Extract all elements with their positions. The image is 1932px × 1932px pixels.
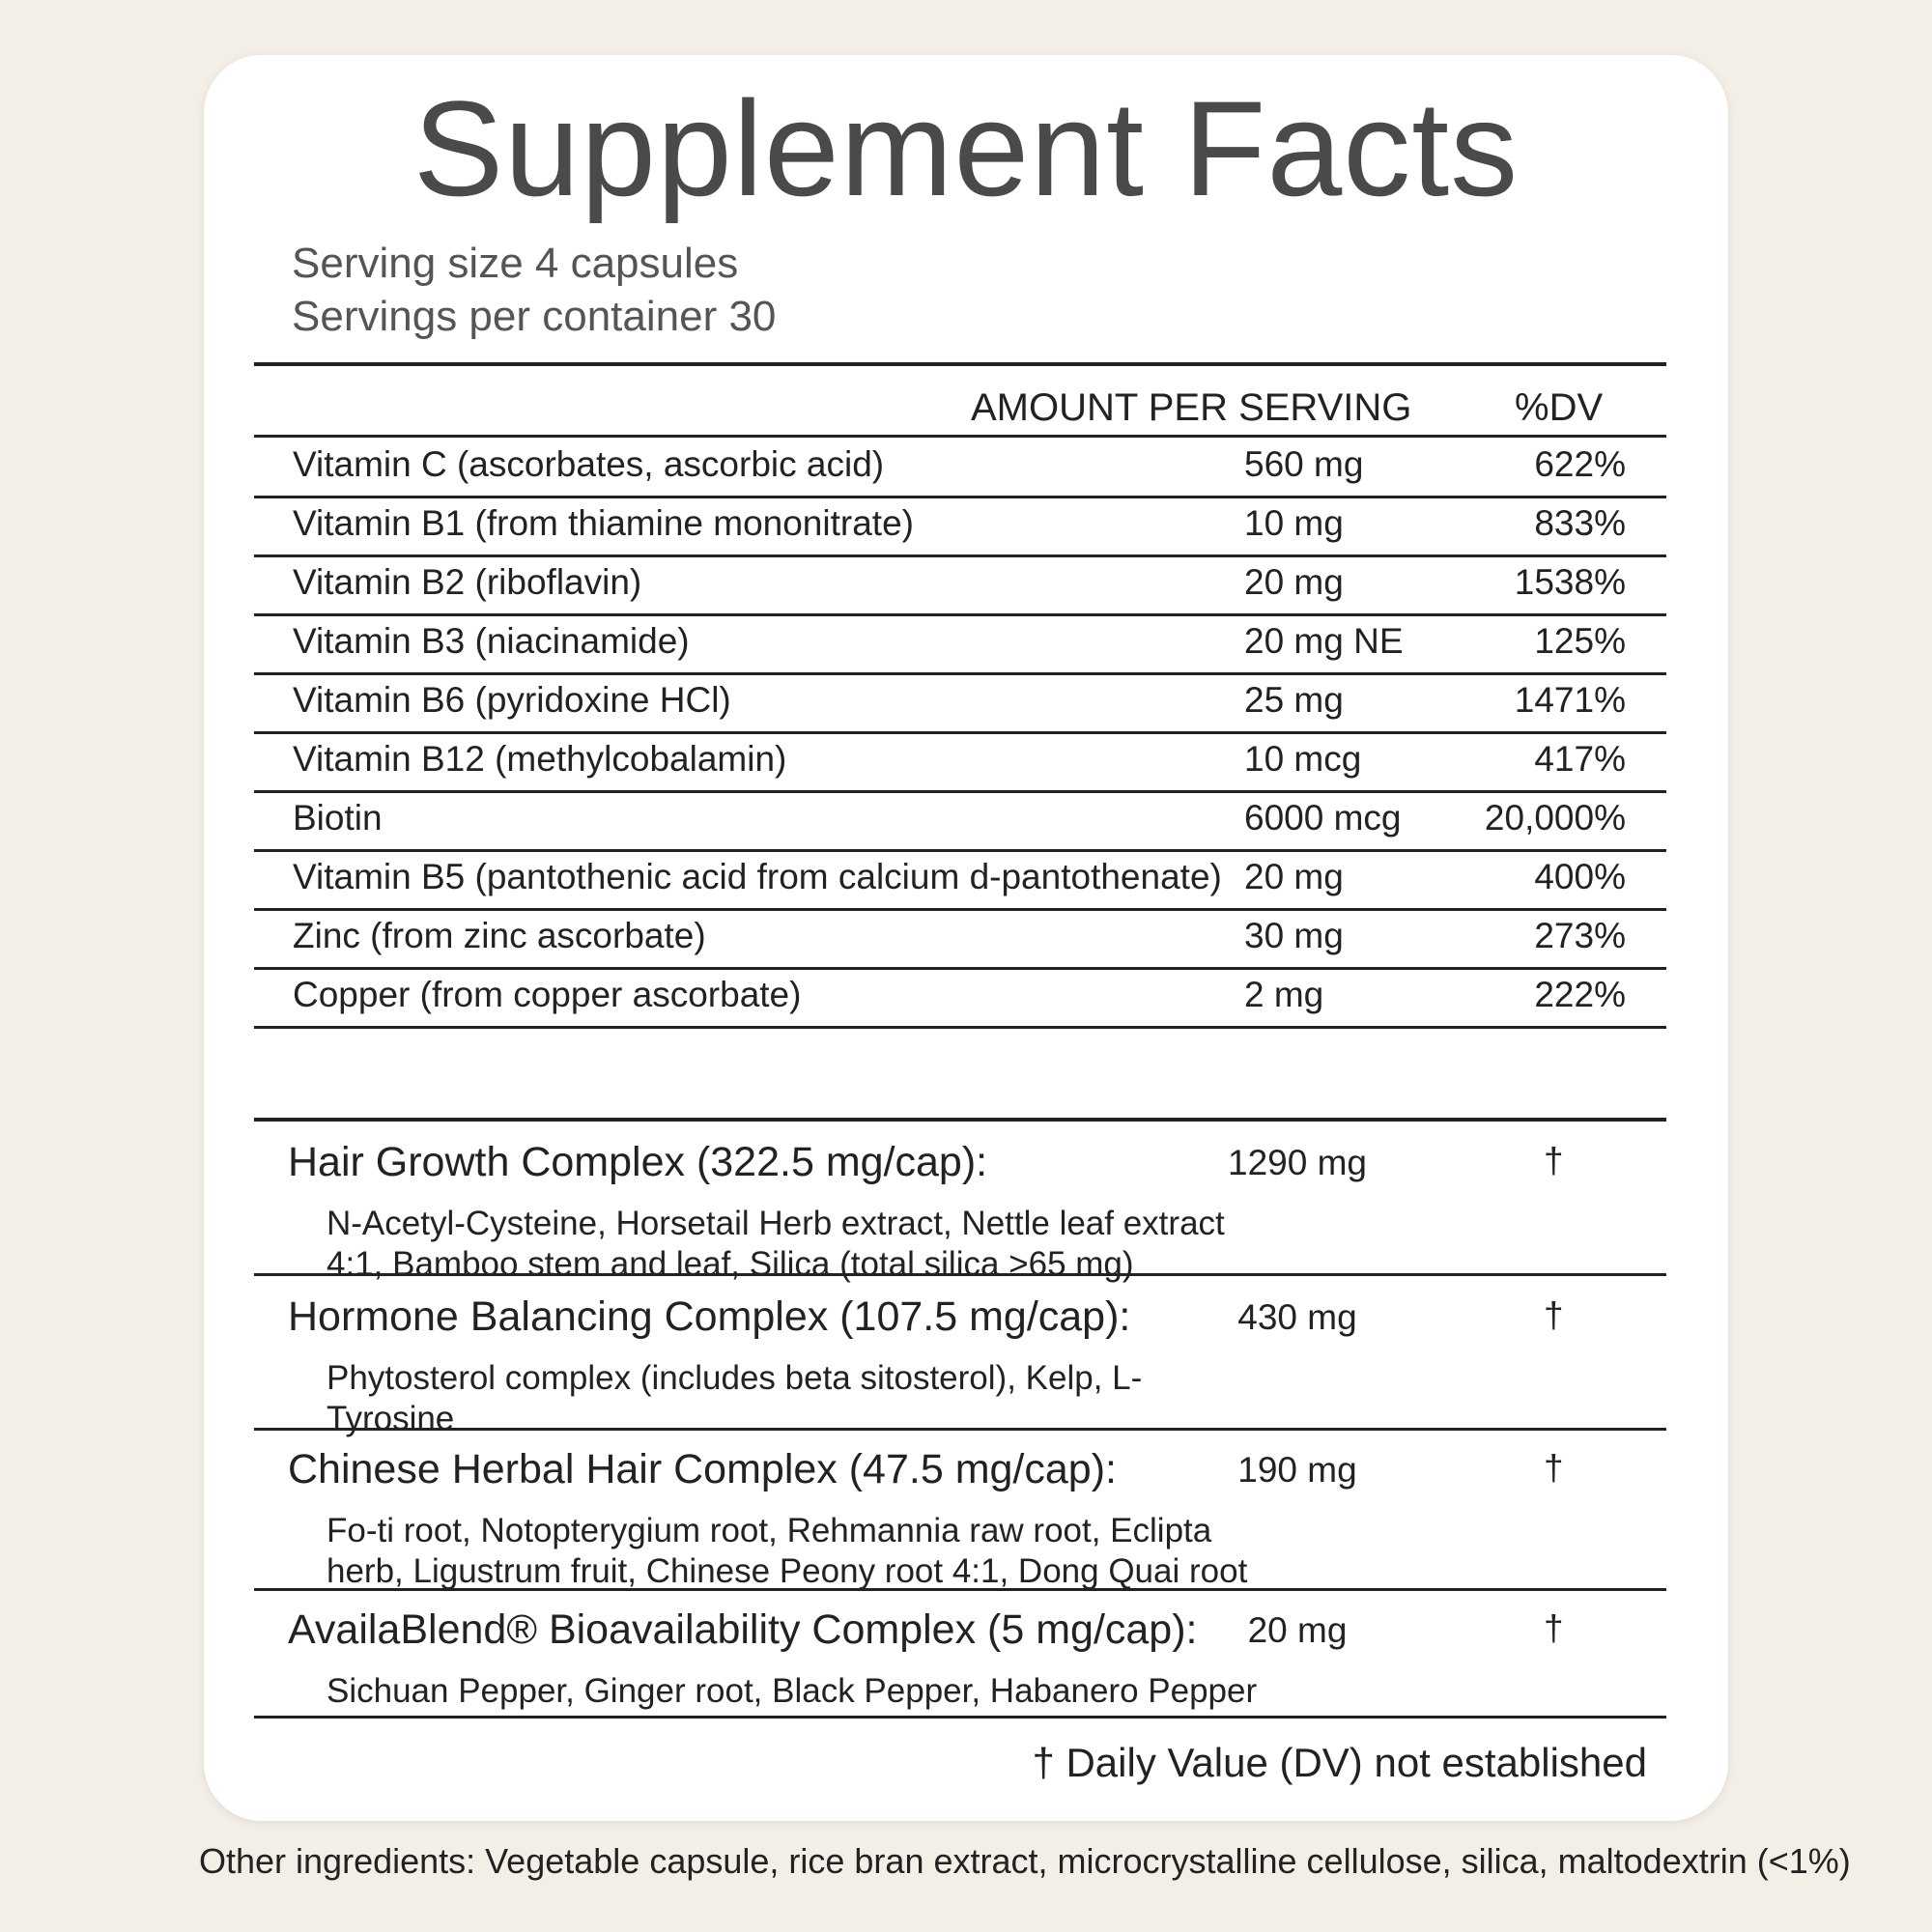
nutrient-dv: 125% [1534,621,1626,661]
nutrient-name: Zinc (from zinc ascorbate) [293,916,706,955]
nutrient-row: Vitamin B2 (riboflavin) 20 mg 1538% [254,555,1666,616]
blend-ingredients: N-Acetyl-Cysteine, Horsetail Herb extrac… [327,1205,1225,1283]
nutrient-amount: 10 mcg [1244,739,1362,779]
header-bottom-rule [254,435,1666,438]
nutrient-dv: 222% [1534,975,1626,1014]
blend-top-rule [254,1118,1666,1122]
nutrient-name: Vitamin B3 (niacinamide) [293,621,690,661]
blend-name: AvailaBlend® Bioavailability Complex (5 … [288,1606,1198,1653]
blend-row: Chinese Herbal Hair Complex (47.5 mg/cap… [254,1445,1666,1591]
blend-row: Hormone Balancing Complex (107.5 mg/cap)… [254,1293,1666,1437]
nutrient-dv: 622% [1534,444,1626,484]
nutrient-dv: 1471% [1514,680,1626,720]
nutrient-name: Vitamin B6 (pyridoxine HCl) [293,680,731,720]
blend-amount: 190 mg [1237,1450,1357,1490]
blend-dv-dagger: † [1544,1295,1564,1335]
blend-name: Hormone Balancing Complex (107.5 mg/cap)… [288,1293,1131,1340]
nutrient-amount: 20 mg [1244,562,1344,602]
blend-dv-dagger: † [1544,1608,1564,1648]
nutrient-amount: 20 mg NE [1244,621,1404,661]
blend-ingredients: Phytosterol complex (includes beta sitos… [327,1359,1143,1437]
nutrient-dv: 20,000% [1484,798,1626,838]
servings-per-container: Servings per container 30 [292,293,777,340]
nutrient-amount: 560 mg [1244,444,1364,484]
nutrient-row: Vitamin B12 (methylcobalamin) 10 mcg 417… [254,732,1666,793]
blend-name: Hair Growth Complex (322.5 mg/cap): [288,1139,988,1185]
blend-amount: 430 mg [1237,1297,1357,1337]
nutrient-row: Copper (from copper ascorbate) 2 mg 222% [254,968,1666,1029]
nutrient-name: Vitamin B2 (riboflavin) [293,562,642,602]
blend-dv-dagger: † [1544,1141,1564,1180]
nutrient-row: Zinc (from zinc ascorbate) 30 mg 273% [254,909,1666,970]
nutrient-amount: 2 mg [1244,975,1324,1014]
blend-row: Hair Growth Complex (322.5 mg/cap): 1290… [254,1138,1666,1283]
other-ingredients: Other ingredients: Vegetable capsule, ri… [199,1841,1851,1881]
nutrient-name: Vitamin B1 (from thiamine mononitrate) [293,503,914,543]
nutrient-dv: 1538% [1514,562,1626,602]
dv-footnote: † Daily Value (DV) not established [1032,1740,1647,1785]
blend-ingredients: Fo-ti root, Notopterygium root, Rehmanni… [327,1512,1248,1590]
supplement-facts-panel [204,55,1728,1821]
nutrient-row: Vitamin B3 (niacinamide) 20 mg NE 125% [254,614,1666,675]
nutrient-row: Vitamin B5 (pantothenic acid from calciu… [254,850,1666,911]
nutrient-name: Biotin [293,798,383,838]
nutrient-name: Vitamin B12 (methylcobalamin) [293,739,787,779]
nutrient-amount: 10 mg [1244,503,1344,543]
header-top-rule [254,362,1666,366]
serving-size: Serving size 4 capsules [292,240,739,287]
nutrient-row: Vitamin B1 (from thiamine mononitrate) 1… [254,497,1666,557]
blend-dv-dagger: † [1544,1448,1564,1488]
nutrient-amount: 6000 mcg [1244,798,1402,838]
nutrient-dv: 273% [1534,916,1626,955]
nutrient-amount: 30 mg [1244,916,1344,955]
blend-row: AvailaBlend® Bioavailability Complex (5 … [254,1605,1666,1719]
blend-amount: 20 mg [1247,1610,1348,1650]
nutrient-amount: 25 mg [1244,680,1344,720]
blend-name: Chinese Herbal Hair Complex (47.5 mg/cap… [288,1446,1117,1492]
amount-per-serving-header: AMOUNT PER SERVING [971,386,1412,429]
nutrient-dv: 417% [1534,739,1626,779]
nutrient-row: Vitamin C (ascorbates, ascorbic acid) 56… [254,438,1666,498]
dv-header: %DV [1515,386,1604,429]
nutrient-row: Vitamin B6 (pyridoxine HCl) 25 mg 1471% [254,673,1666,734]
nutrient-amount: 20 mg [1244,857,1344,896]
panel-title: Supplement Facts [412,72,1520,224]
blend-ingredients: Sichuan Pepper, Ginger root, Black Peppe… [327,1672,1258,1710]
nutrient-dv: 400% [1534,857,1626,896]
nutrient-dv: 833% [1534,503,1626,543]
nutrient-row: Biotin 6000 mcg 20,000% [254,791,1666,852]
nutrient-name: Copper (from copper ascorbate) [293,975,802,1014]
nutrient-name: Vitamin B5 (pantothenic acid from calciu… [293,857,1222,896]
nutrient-name: Vitamin C (ascorbates, ascorbic acid) [293,444,885,484]
blend-amount: 1290 mg [1228,1143,1367,1182]
